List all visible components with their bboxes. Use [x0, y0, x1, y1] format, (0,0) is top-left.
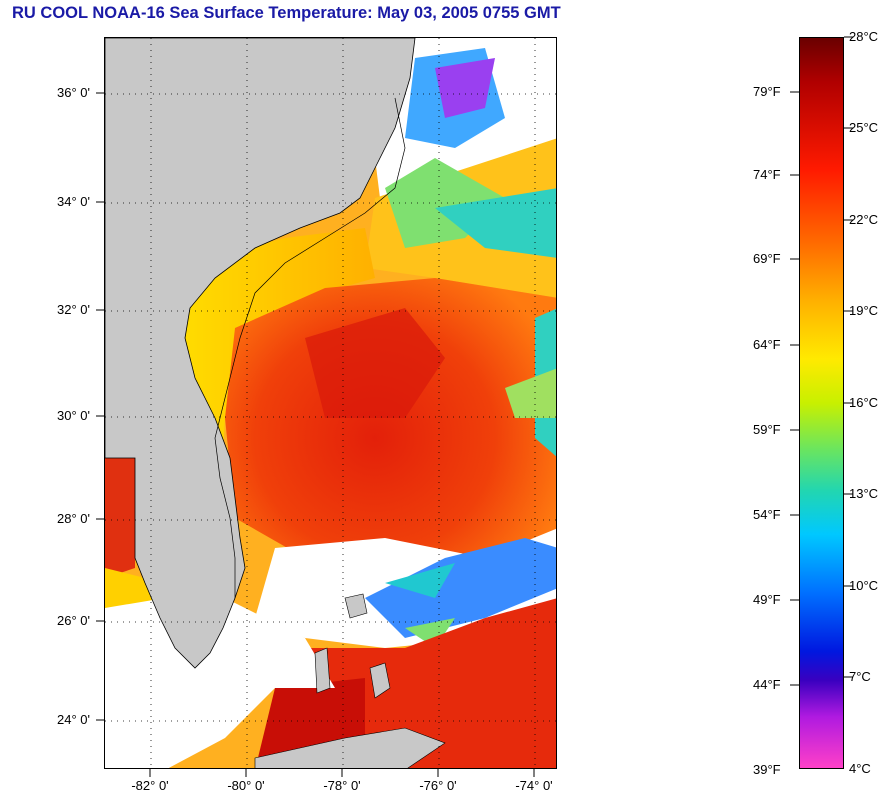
us-landmass: [105, 38, 416, 669]
colorbar-ticks: [790, 36, 853, 686]
lat-label-28: 28° 0': [57, 511, 90, 526]
graticule: [105, 38, 556, 768]
cb-fahrenheit-69: 69°F: [753, 251, 781, 266]
lon-label-74: -74° 0': [515, 778, 553, 793]
lon-label-78: -78° 0': [323, 778, 361, 793]
map-title: RU COOL NOAA-16 Sea Surface Temperature:…: [12, 4, 561, 22]
lat-label-30: 30° 0': [57, 408, 90, 423]
cb-fahrenheit-44: 44°F: [753, 677, 781, 692]
cb-fahrenheit-49: 49°F: [753, 592, 781, 607]
sst-map-graphic: [105, 38, 556, 768]
cb-fahrenheit-59: 59°F: [753, 422, 781, 437]
temperature-colorbar: [799, 37, 844, 769]
lat-label-36: 36° 0': [57, 85, 90, 100]
cb-celsius-7: 7°C: [849, 669, 871, 684]
cb-celsius-25: 25°C: [849, 120, 879, 135]
cb-fahrenheit-39: 39°F: [753, 762, 781, 777]
cb-fahrenheit-74: 74°F: [753, 167, 781, 182]
lat-label-24: 24° 0': [57, 712, 90, 727]
cb-fahrenheit-79: 79°F: [753, 84, 781, 99]
lon-label-76: -76° 0': [419, 778, 457, 793]
cb-celsius-10: 10°C: [849, 578, 879, 593]
lon-label-82: -82° 0': [131, 778, 169, 793]
cb-celsius-22: 22°C: [849, 212, 879, 227]
lat-label-34: 34° 0': [57, 194, 90, 209]
cb-celsius-4: 4°C: [849, 761, 871, 776]
cb-celsius-28: 28°C: [849, 29, 879, 44]
lon-label-80: -80° 0': [227, 778, 265, 793]
cb-celsius-16: 16°C: [849, 395, 879, 410]
isobath-contour: [214, 97, 406, 598]
sst-map: [104, 37, 557, 769]
gulf-stream: [225, 278, 556, 598]
cb-celsius-13: 13°C: [849, 486, 879, 501]
axis-ticks: [96, 92, 535, 777]
cb-celsius-19: 19°C: [849, 303, 879, 318]
cb-fahrenheit-64: 64°F: [753, 337, 781, 352]
lat-label-32: 32° 0': [57, 302, 90, 317]
lat-label-26: 26° 0': [57, 613, 90, 628]
cb-fahrenheit-54: 54°F: [753, 507, 781, 522]
